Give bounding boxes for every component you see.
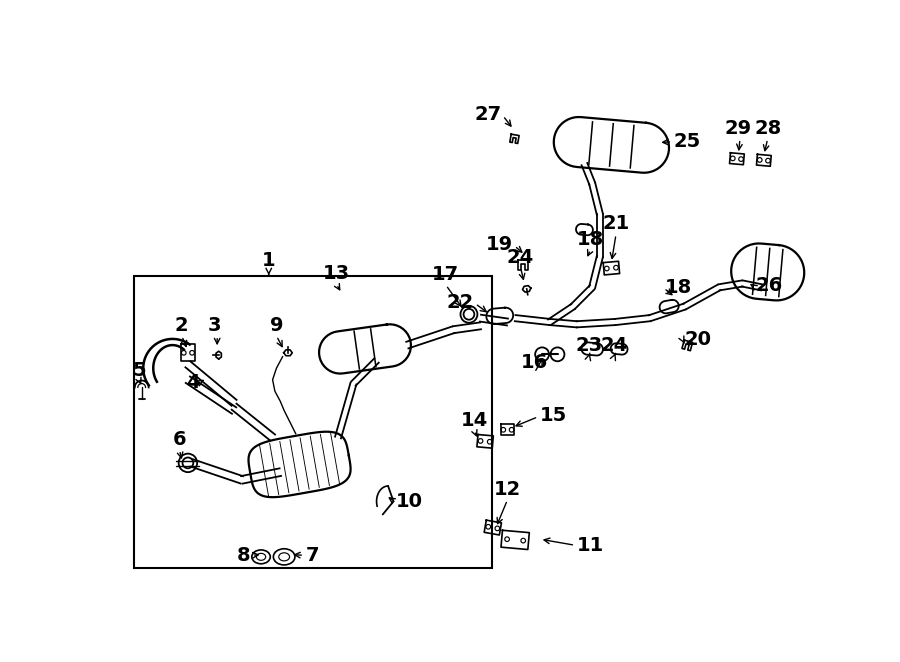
Text: 5: 5 xyxy=(132,361,146,380)
Text: 28: 28 xyxy=(754,119,781,138)
Text: 2: 2 xyxy=(175,316,189,335)
Text: 20: 20 xyxy=(685,330,712,349)
Text: 24: 24 xyxy=(507,248,535,267)
Text: 11: 11 xyxy=(577,536,604,555)
Text: 14: 14 xyxy=(461,411,488,430)
Text: 8: 8 xyxy=(237,545,250,565)
Text: 21: 21 xyxy=(602,214,630,234)
Text: 24: 24 xyxy=(601,336,628,355)
Text: 25: 25 xyxy=(674,132,701,150)
Text: 12: 12 xyxy=(494,480,521,499)
Text: 10: 10 xyxy=(396,492,423,511)
Text: 15: 15 xyxy=(540,406,567,426)
Text: 22: 22 xyxy=(446,293,473,312)
Text: 23: 23 xyxy=(575,336,603,355)
Text: 13: 13 xyxy=(323,265,350,283)
Text: 29: 29 xyxy=(724,119,752,138)
Text: 3: 3 xyxy=(208,316,221,335)
Text: 7: 7 xyxy=(306,545,319,565)
Text: 18: 18 xyxy=(665,278,693,297)
Text: 27: 27 xyxy=(474,105,501,124)
Text: 16: 16 xyxy=(521,353,548,372)
Text: 18: 18 xyxy=(577,230,604,249)
Text: 26: 26 xyxy=(755,276,783,295)
Text: 17: 17 xyxy=(432,265,459,284)
Text: 9: 9 xyxy=(270,316,284,335)
Text: 6: 6 xyxy=(173,430,186,449)
Text: 4: 4 xyxy=(185,373,200,391)
Text: 1: 1 xyxy=(262,252,275,270)
Text: 19: 19 xyxy=(486,236,513,254)
